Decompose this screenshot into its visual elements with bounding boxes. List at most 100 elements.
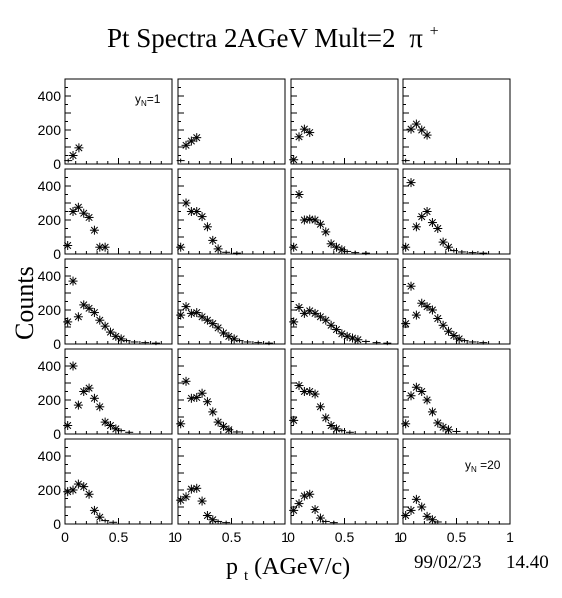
data-point xyxy=(197,388,207,398)
data-point xyxy=(89,505,99,515)
data-point xyxy=(192,483,202,493)
x-tick-label: 1 xyxy=(168,529,176,545)
data-point xyxy=(433,224,443,233)
x-tick-label: 1 xyxy=(506,529,514,545)
data-point xyxy=(372,340,381,345)
data-point xyxy=(310,308,320,318)
panel-20: 0 0.5 1 xyxy=(399,438,514,545)
data-point xyxy=(294,499,304,509)
data-point xyxy=(326,320,336,330)
data-point xyxy=(192,133,202,143)
data-point xyxy=(214,519,223,524)
y-tick-label: 0 xyxy=(53,336,61,352)
y-tick-label: 0 xyxy=(53,246,61,262)
y-tick-label: 200 xyxy=(38,392,62,408)
data-point xyxy=(63,241,73,250)
data-point xyxy=(449,248,458,253)
y-tick-label: 200 xyxy=(38,122,62,138)
data-point xyxy=(176,310,186,320)
data-point xyxy=(326,421,336,430)
data-point xyxy=(315,219,325,229)
chart-title: Pt Spectra 2AGeV Mult=2 π + xyxy=(107,23,439,53)
data-point xyxy=(401,419,411,429)
panel-5: 0 200 400 xyxy=(38,168,173,262)
panel-10 xyxy=(176,258,286,346)
data-point xyxy=(406,505,416,515)
y-tick-label: 400 xyxy=(38,178,62,194)
data-point xyxy=(64,158,73,163)
data-point xyxy=(176,158,185,163)
panel-label: yN=1 xyxy=(135,92,161,108)
data-point xyxy=(321,413,331,423)
data-point xyxy=(443,326,453,336)
data-point xyxy=(122,338,131,343)
data-point xyxy=(95,315,105,325)
data-point xyxy=(468,339,477,344)
y-tick-label: 0 xyxy=(53,426,61,442)
data-point xyxy=(337,428,346,433)
data-point xyxy=(433,314,443,323)
data-point xyxy=(181,492,191,502)
data-point xyxy=(68,151,78,160)
panel-label-sub: N xyxy=(141,99,147,108)
data-point xyxy=(68,361,78,371)
y-tick-label: 400 xyxy=(38,448,62,464)
data-point xyxy=(117,428,126,433)
data-point xyxy=(422,302,432,312)
data-point xyxy=(353,335,363,345)
x-axis-label: p t (AGeV/c) xyxy=(226,554,350,586)
data-point xyxy=(321,519,330,524)
panel-frame xyxy=(402,258,511,345)
data-point xyxy=(294,302,304,312)
panel-frame xyxy=(177,78,286,165)
x-tick-label: 0 xyxy=(287,529,295,545)
data-point xyxy=(310,505,320,515)
data-point xyxy=(208,407,218,417)
panel-frame xyxy=(177,348,286,435)
data-point xyxy=(109,520,118,525)
data-point xyxy=(111,424,121,434)
x-axis-label-main: p xyxy=(226,554,238,580)
panel-7 xyxy=(289,168,399,256)
data-point xyxy=(343,249,352,254)
panel-label-main: y xyxy=(465,458,471,472)
y-tick-label: 400 xyxy=(38,268,62,284)
data-point xyxy=(89,308,99,318)
data-point xyxy=(433,418,443,428)
data-point xyxy=(73,312,83,322)
panel-4 xyxy=(401,78,511,165)
panel-15 xyxy=(289,348,399,435)
data-point xyxy=(176,495,186,505)
data-point xyxy=(73,400,83,410)
data-point xyxy=(310,215,320,225)
panel-9: 0 200 400 xyxy=(38,258,173,352)
data-point xyxy=(79,482,89,492)
panel-11 xyxy=(289,258,399,346)
data-point xyxy=(345,430,354,435)
data-point xyxy=(427,218,437,228)
data-point xyxy=(264,341,273,346)
panel-label-rest: =20 xyxy=(477,458,501,472)
data-point xyxy=(422,395,432,405)
title-particle: π xyxy=(409,23,423,53)
data-point xyxy=(130,339,139,344)
data-point xyxy=(68,485,78,495)
data-point xyxy=(411,119,421,129)
data-point xyxy=(229,334,239,344)
data-point xyxy=(141,340,150,345)
data-point xyxy=(326,239,336,249)
data-point xyxy=(289,505,299,515)
data-point xyxy=(422,207,432,216)
data-point xyxy=(63,317,73,327)
data-point xyxy=(79,300,89,310)
data-point xyxy=(289,415,299,425)
panel-label: yN =20 xyxy=(465,458,501,474)
data-point xyxy=(351,250,360,255)
data-point xyxy=(443,425,453,435)
data-point xyxy=(68,276,78,286)
data-point xyxy=(254,340,263,345)
footer-time: 14.40 xyxy=(506,552,549,573)
panel-12 xyxy=(401,258,511,345)
panel-18: 0 0.5 1 xyxy=(174,438,289,545)
data-point xyxy=(401,319,411,329)
